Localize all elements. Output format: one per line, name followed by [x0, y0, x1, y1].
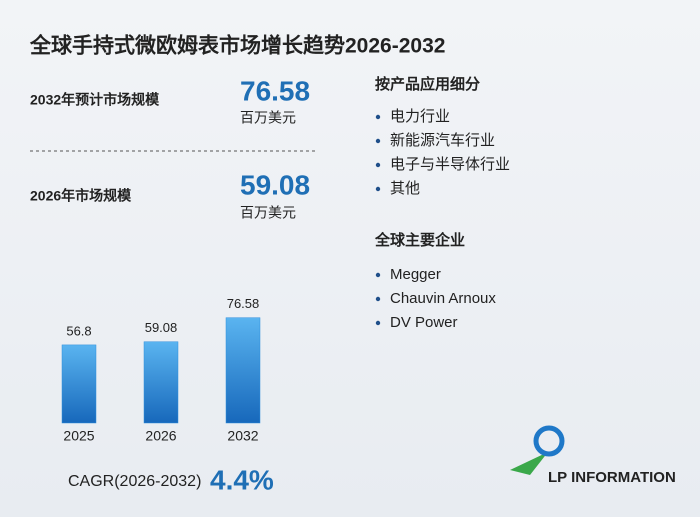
segments-title: 按产品应用细分 [375, 75, 480, 93]
bullet [375, 296, 381, 302]
companies-title: 全球主要企业 [374, 231, 465, 249]
stat-unit: 百万美元 [240, 110, 296, 126]
x-tick-label: 2025 [63, 428, 94, 444]
list-item: 新能源汽车行业 [390, 132, 495, 149]
bar [225, 317, 261, 424]
list-item: 其他 [390, 180, 420, 197]
bullet [375, 114, 381, 120]
bullet [375, 162, 381, 168]
list-item: Megger [390, 266, 441, 283]
stat-unit: 百万美元 [240, 205, 296, 221]
logo-ring [533, 425, 565, 457]
logo: LP INFORMATION [510, 425, 676, 486]
chart-title: 全球手持式微欧姆表市场增长趋势2026-2032 [29, 34, 445, 58]
list-item: DV Power [390, 314, 458, 331]
stat-label: 2026年市场规模 [30, 188, 132, 204]
stat-value: 76.58 [240, 75, 310, 106]
bullet [375, 138, 381, 144]
cagr-label: CAGR(2026-2032) [68, 473, 201, 490]
bar [61, 344, 97, 424]
logo-swoosh [510, 452, 548, 475]
x-tick-label: 2032 [227, 428, 258, 444]
stat-label: 2032年预计市场规模 [30, 92, 160, 108]
bullet [375, 272, 381, 278]
list-item: Chauvin Arnoux [390, 290, 496, 307]
value-label: 56.8 [66, 323, 91, 338]
list-item: 电子与半导体行业 [390, 156, 510, 173]
bar [143, 341, 179, 424]
value-label: 76.58 [227, 296, 260, 311]
bullet [375, 320, 381, 326]
logo-text: LP INFORMATION [548, 469, 676, 486]
bullet [375, 186, 381, 192]
stat-value: 59.08 [240, 169, 310, 200]
value-label: 59.08 [145, 320, 178, 335]
x-tick-label: 2026 [145, 428, 176, 444]
list-item: 电力行业 [390, 108, 450, 125]
cagr-value: 4.4% [210, 464, 274, 495]
